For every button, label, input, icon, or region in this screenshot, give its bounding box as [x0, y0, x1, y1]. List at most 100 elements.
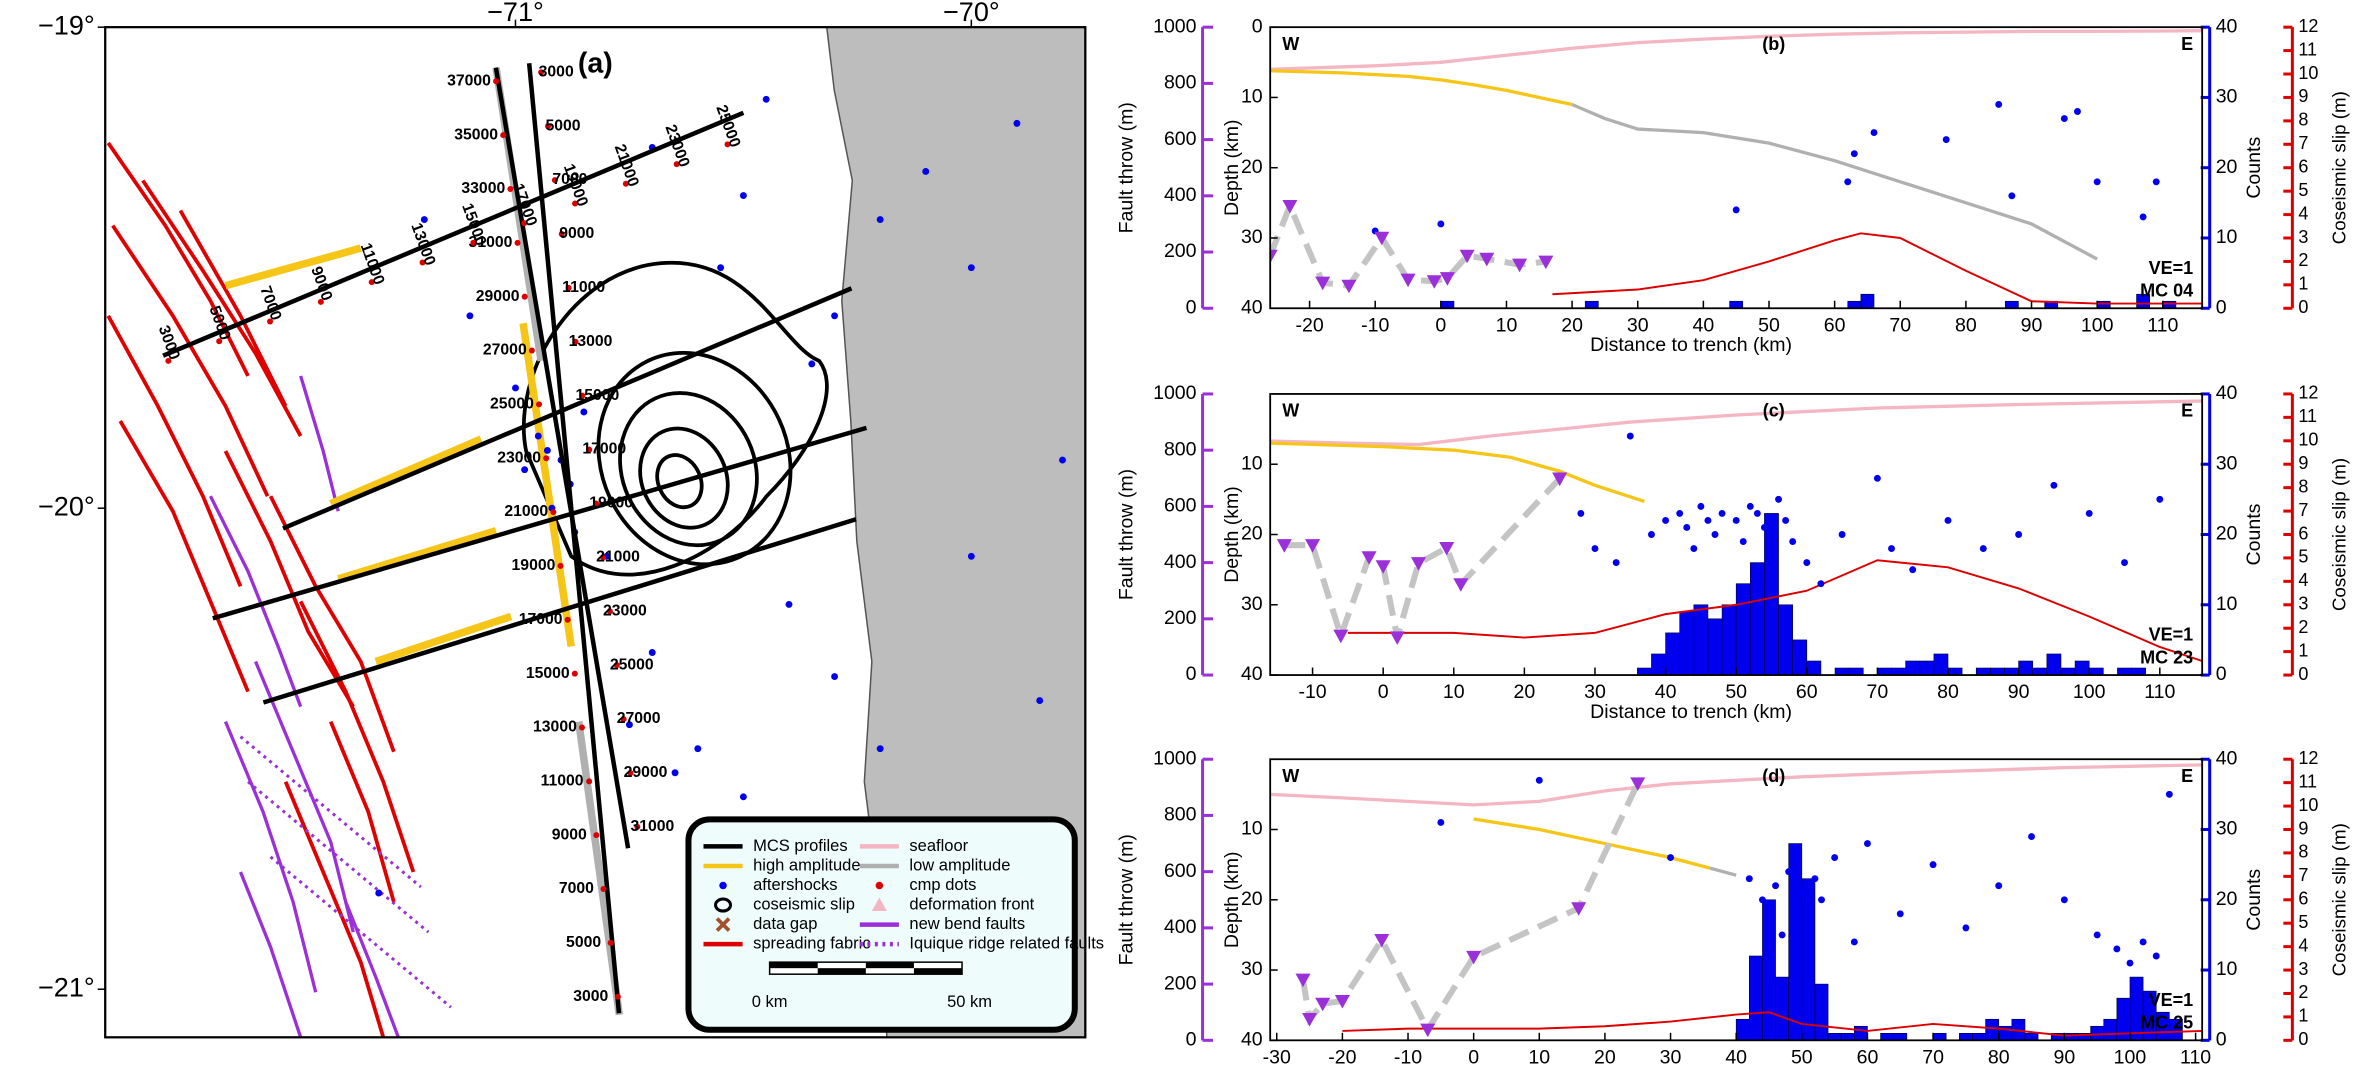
- panel-label: (b): [1762, 34, 1785, 54]
- x-tick-label: 110: [2180, 1047, 2211, 1069]
- aftershock: [2008, 192, 2015, 199]
- count-bar: [1736, 584, 1750, 675]
- legend-label: deformation front: [909, 894, 1034, 913]
- count-bar: [1976, 668, 1990, 675]
- y-tick-label: −21°: [38, 972, 95, 1002]
- aftershock: [2015, 531, 2022, 538]
- aftershock: [2121, 559, 2128, 566]
- count-bar: [1722, 605, 1736, 675]
- legend: 0 km 50 km MCS profilesseafloorhigh ampl…: [688, 819, 1104, 1029]
- slip-tick-label: 8: [2298, 842, 2308, 862]
- legend-label: high amplitude: [753, 855, 860, 874]
- aftershock: [521, 466, 528, 473]
- cmp-label: 23000: [497, 449, 541, 466]
- depth-axis-title: Depth (km): [1221, 486, 1243, 583]
- throw-marker: [1440, 272, 1455, 286]
- counts-tick-label: 10: [2216, 958, 2238, 980]
- slip-axis-title: Coseismic slip (m): [2328, 91, 2349, 244]
- high-amplitude-line: [1474, 819, 1710, 868]
- count-bar: [1793, 640, 1807, 675]
- aftershock: [1851, 938, 1858, 945]
- cmp-dot: [586, 778, 592, 784]
- throw-tick-label: 600: [1164, 860, 1197, 882]
- count-bar: [1933, 1033, 1946, 1040]
- x-tick-label: 0: [1435, 314, 1446, 336]
- aftershock: [968, 264, 975, 271]
- count-bar: [1990, 668, 2004, 675]
- counts-tick-label: 40: [2216, 15, 2238, 37]
- count-bar: [2025, 1033, 2038, 1040]
- throw-tick-label: 600: [1164, 128, 1197, 150]
- aftershock: [1592, 545, 1599, 552]
- aftershock: [1818, 896, 1825, 903]
- aftershock: [1811, 875, 1818, 882]
- aftershock: [1871, 129, 1878, 136]
- count-bar: [1651, 654, 1665, 675]
- count-bar: [2117, 668, 2131, 675]
- x-tick-label: 110: [2144, 681, 2175, 703]
- aftershock: [1775, 496, 1782, 503]
- count-bar: [1680, 612, 1694, 675]
- count-bar: [1877, 668, 1891, 675]
- slip-tick-label: 10: [2298, 63, 2318, 83]
- aftershock: [1627, 433, 1634, 440]
- throw-marker: [1411, 557, 1426, 571]
- aftershock: [1897, 910, 1904, 917]
- slip-tick-label: 4: [2298, 203, 2308, 223]
- aftershock: [1839, 531, 1846, 538]
- high-amplitude-line: [1270, 71, 1572, 105]
- cmp-dot: [593, 832, 599, 838]
- aftershock: [649, 649, 656, 656]
- cmp-dot: [558, 563, 564, 569]
- count-bar: [1920, 661, 1934, 675]
- x-tick-label: -10: [1394, 1047, 1422, 1069]
- x-tick-label: 110: [2147, 314, 2178, 336]
- legend-label: spreading fabric: [753, 933, 871, 952]
- scale-bar: [818, 968, 866, 974]
- seafloor-line: [1270, 401, 2202, 445]
- throw-marker: [1305, 539, 1320, 553]
- cmp-label: 15000: [526, 665, 570, 682]
- cmp-label: 13000: [533, 719, 577, 736]
- counts-tick-label: 10: [2216, 226, 2238, 248]
- count-bar: [2104, 1019, 2117, 1040]
- count-bar: [1749, 956, 1762, 1040]
- throw-tick-label: 0: [1186, 663, 1197, 685]
- depth-tick-label: 30: [1241, 226, 1263, 248]
- throw-marker: [1420, 1024, 1435, 1038]
- count-bar: [1848, 301, 1861, 308]
- aftershock: [1995, 101, 2002, 108]
- aftershock: [1740, 538, 1747, 545]
- count-bar: [1585, 301, 1598, 308]
- throw-marker: [1302, 1013, 1317, 1027]
- aftershock: [1013, 120, 1020, 127]
- x-tick-label: -10: [1298, 681, 1326, 703]
- x-tick-label: -20: [1328, 1047, 1356, 1069]
- slip-tick-label: 2: [2298, 617, 2308, 637]
- depth-axis-title: Depth (km): [1221, 119, 1243, 216]
- cmp-label: 19000: [512, 557, 556, 574]
- throw-tick-label: 200: [1164, 972, 1197, 994]
- count-bar: [2132, 668, 2146, 675]
- throw-marker: [1453, 578, 1468, 592]
- aftershock: [1785, 868, 1792, 875]
- aftershock: [1789, 538, 1796, 545]
- aftershock: [1683, 524, 1690, 531]
- slip-tick-label: 0: [2298, 664, 2308, 684]
- aftershock: [1697, 503, 1704, 510]
- aftershock: [831, 673, 838, 680]
- counts-tick-label: 0: [2216, 1028, 2227, 1050]
- x-tick-label: 90: [2008, 681, 2030, 703]
- aftershock: [2153, 953, 2160, 960]
- count-bar: [1807, 661, 1821, 675]
- count-bar: [1694, 605, 1708, 675]
- cmp-dot: [493, 78, 499, 84]
- depth-tick-label: 20: [1241, 523, 1263, 545]
- aftershock: [968, 553, 975, 560]
- cmp-dot: [515, 240, 521, 246]
- depth-tick-label: 40: [1241, 296, 1263, 318]
- aftershock: [580, 409, 587, 416]
- throw-tick-label: 800: [1164, 438, 1197, 460]
- depth-tick-label: 10: [1241, 818, 1263, 840]
